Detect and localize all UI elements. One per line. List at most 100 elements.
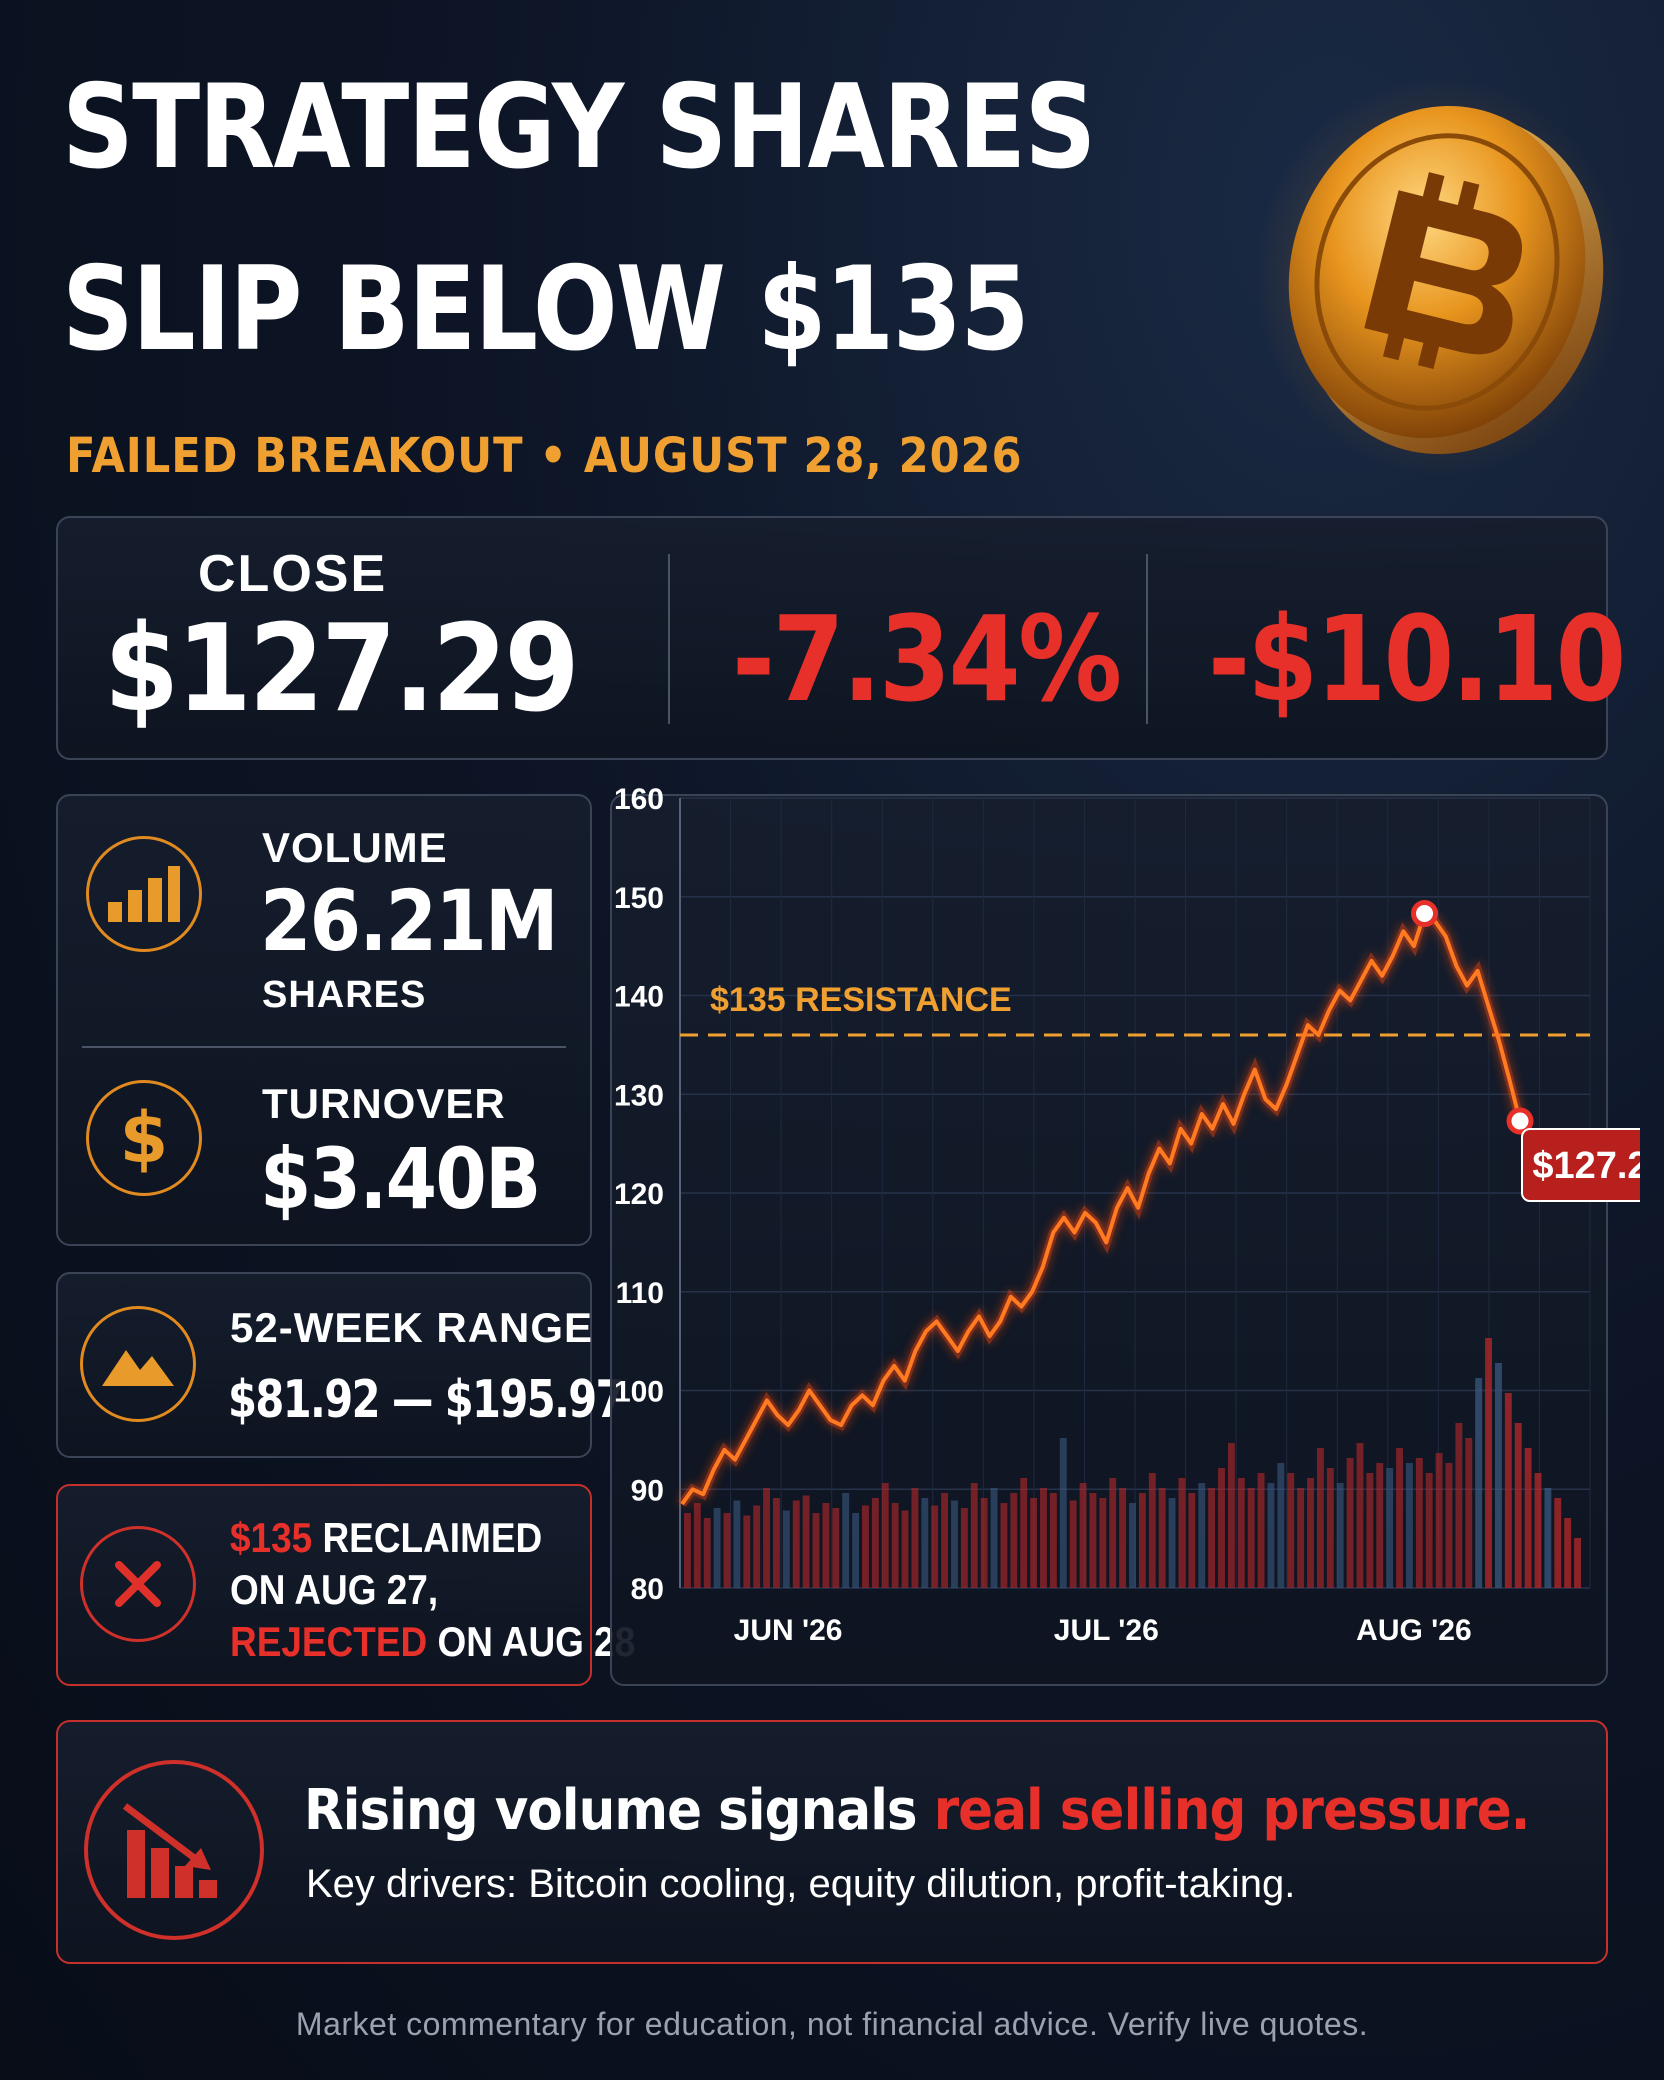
- mountain-icon: [80, 1306, 196, 1422]
- volume-bar: [1405, 1463, 1413, 1588]
- volume-bar: [980, 1498, 988, 1588]
- volume-bar: [753, 1505, 761, 1588]
- volume-bar: [871, 1498, 879, 1588]
- volume-bar: [1178, 1478, 1186, 1588]
- volume-bar: [1504, 1393, 1512, 1588]
- volume-bar: [1396, 1448, 1403, 1588]
- volume-bar: [1257, 1473, 1265, 1588]
- falling-bars-icon: [84, 1760, 264, 1940]
- volume-bar: [1326, 1468, 1334, 1588]
- subtitle: FAILED BREAKOUT • AUGUST 28, 2026: [66, 428, 1023, 484]
- volume-bar: [1514, 1423, 1522, 1588]
- volume-bar: [921, 1498, 929, 1588]
- y-tick-label: 160: [614, 783, 664, 816]
- volume-bar: [881, 1483, 889, 1588]
- resistance-label: $135 RESISTANCE: [710, 981, 1012, 1019]
- x-tick-label: AUG '26: [1356, 1614, 1472, 1647]
- volume-bar: [1099, 1498, 1107, 1588]
- volume-bar: [1376, 1463, 1384, 1588]
- summary-headline-white: Rising volume signals: [304, 1778, 934, 1843]
- y-tick-label: 90: [631, 1474, 664, 1507]
- volume-bar: [970, 1483, 978, 1588]
- volume-bar: [1386, 1468, 1394, 1588]
- volume-bar: [852, 1513, 860, 1588]
- key-drivers: Key drivers: Bitcoin cooling, equity dil…: [306, 1862, 1296, 1906]
- volume-bar: [1455, 1423, 1463, 1588]
- volume-bar: [1297, 1488, 1305, 1588]
- rejection-line3: ON AUG 28: [427, 1618, 636, 1665]
- volume-bar: [1425, 1473, 1433, 1588]
- volume-bar: [1564, 1518, 1572, 1588]
- volume-bar: [723, 1513, 731, 1588]
- last-price-marker: [1506, 1107, 1534, 1135]
- volume-bar: [822, 1503, 830, 1588]
- change-absolute: -$10.10: [1208, 590, 1626, 728]
- volume-bar: [951, 1500, 958, 1588]
- volume-unit: SHARES: [262, 974, 427, 1016]
- volume-bar: [1049, 1493, 1057, 1588]
- bitcoin-coin-icon: [1255, 72, 1625, 482]
- volume-bar: [1465, 1438, 1473, 1588]
- volume-bar: [1119, 1488, 1127, 1588]
- volume-bar: [1336, 1483, 1344, 1588]
- volume-bar: [941, 1493, 949, 1588]
- volume-bar: [1237, 1478, 1245, 1588]
- turnover-label: TURNOVER: [262, 1080, 506, 1127]
- volume-bar: [1544, 1488, 1552, 1588]
- volume-bar: [1138, 1493, 1146, 1588]
- volume-value: 26.21M: [260, 872, 559, 970]
- volume-bar: [960, 1508, 968, 1588]
- y-tick-label: 150: [614, 882, 664, 915]
- volume-bar: [1218, 1468, 1225, 1588]
- volume-bar: [1089, 1493, 1097, 1588]
- price-chart: 160 150 140 130 120 110 100 90 80 JUN '26 JUL '26…: [614, 783, 1640, 1647]
- volume-bar: [1040, 1488, 1047, 1588]
- headline-line-1: STRATEGY SHARES: [62, 60, 1096, 195]
- bar-chart-icon: [86, 836, 202, 952]
- volume-bar: [802, 1495, 810, 1588]
- volume-bar: [842, 1493, 850, 1588]
- rejection-reclaimed: RECLAIMED: [312, 1514, 543, 1561]
- volume-bar: [743, 1515, 751, 1588]
- volume-bar: [792, 1500, 800, 1588]
- volume-bar: [1168, 1498, 1176, 1588]
- volume-bar: [1148, 1473, 1156, 1588]
- price-line: [680, 911, 1522, 1506]
- rejection-price: $135: [230, 1514, 313, 1561]
- volume-bar: [1030, 1498, 1038, 1588]
- volume-bar: [812, 1513, 820, 1588]
- close-divider-1: [668, 554, 670, 724]
- volume-bar: [1287, 1473, 1295, 1588]
- x-tick-label: JUL '26: [1054, 1614, 1159, 1647]
- volume-bar: [990, 1488, 998, 1588]
- volume-bar: [703, 1518, 711, 1588]
- volume-bar: [773, 1498, 780, 1588]
- volume-bar: [862, 1505, 869, 1588]
- volume-bar: [684, 1513, 691, 1588]
- volume-bar: [1267, 1483, 1275, 1588]
- peak-marker: [1411, 900, 1439, 928]
- summary-headline: Rising volume signals real selling press…: [304, 1778, 1531, 1843]
- rejection-text: $135 RECLAIMED ON AUG 27, REJECTED ON AU…: [230, 1512, 635, 1668]
- volume-bar: [1415, 1458, 1423, 1588]
- volume-bar: [891, 1503, 899, 1588]
- volume-bar: [832, 1508, 840, 1588]
- volume-bar: [1534, 1473, 1542, 1588]
- change-percent: -7.34%: [732, 590, 1122, 728]
- turnover-value: $3.40B: [260, 1130, 541, 1228]
- volume-bar: [1208, 1488, 1216, 1588]
- rejection-rejected: REJECTED: [230, 1618, 428, 1665]
- disclaimer: Market commentary for education, not fin…: [295, 2006, 1369, 2042]
- volume-bar: [1069, 1500, 1077, 1588]
- volume-label: VOLUME: [262, 824, 448, 871]
- y-tick-label: 140: [614, 981, 664, 1014]
- volume-bar: [1158, 1488, 1166, 1588]
- volume-bar: [1010, 1493, 1018, 1588]
- range-value: $81.92 — $195.97: [228, 1370, 625, 1430]
- volume-bar: [1227, 1443, 1235, 1588]
- stat-divider: [82, 1046, 566, 1048]
- y-tick-label: 80: [631, 1573, 664, 1606]
- volume-bar: [1307, 1478, 1314, 1588]
- summary-headline-red: real selling pressure.: [933, 1778, 1531, 1843]
- volume-bar: [713, 1508, 721, 1588]
